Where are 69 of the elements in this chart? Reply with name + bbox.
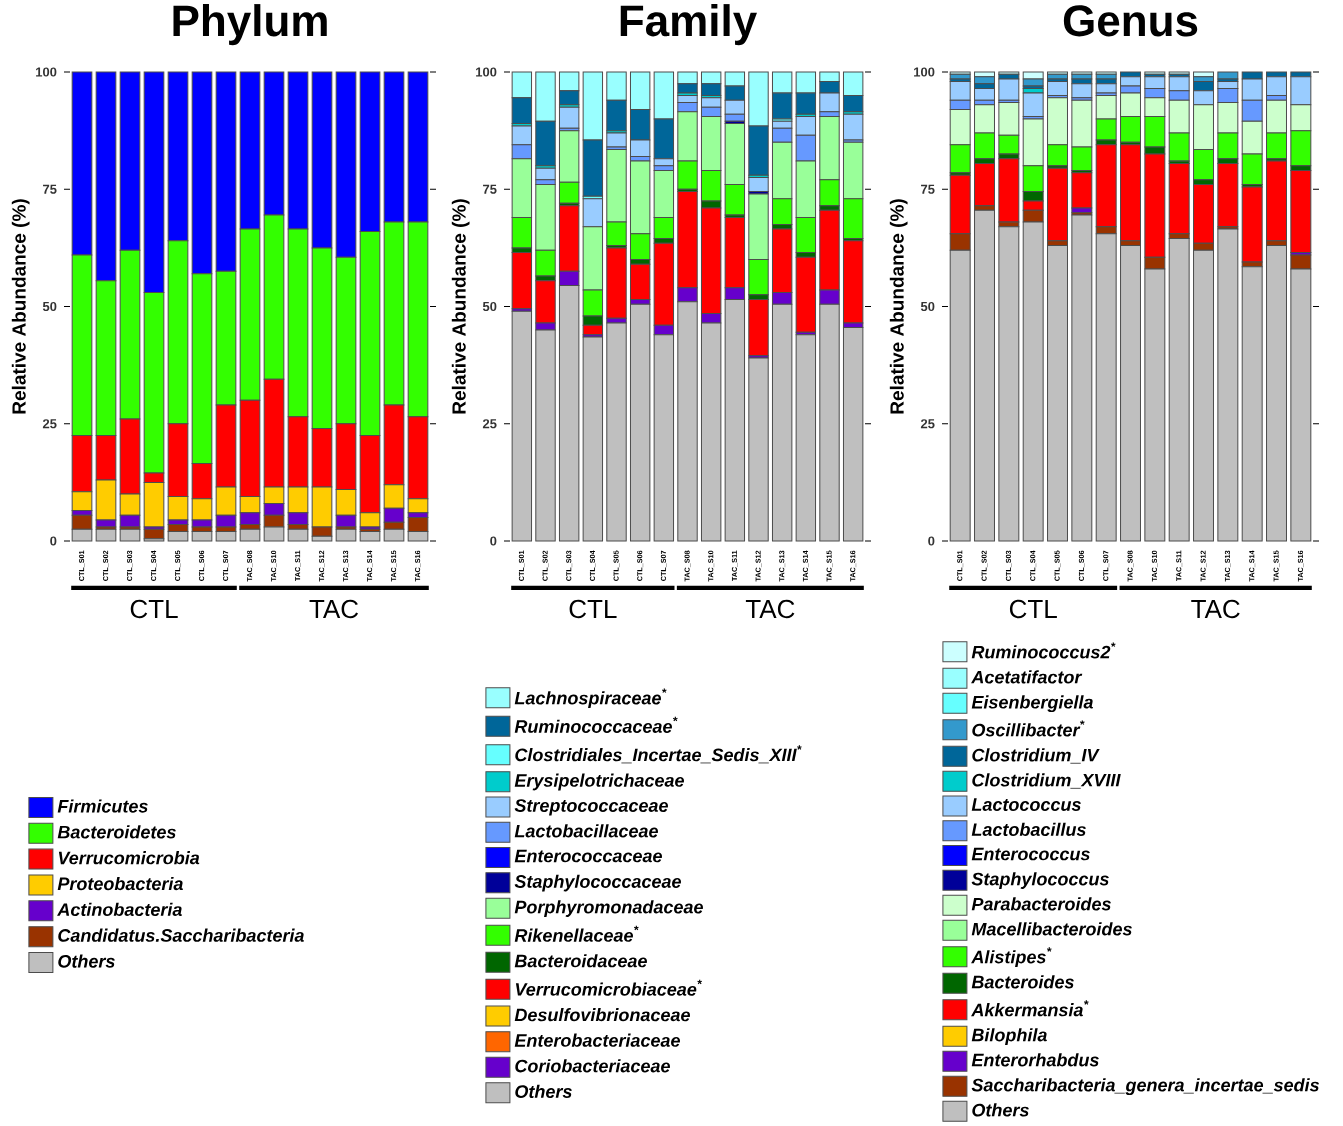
legend-label: Bacteroidetes	[57, 825, 176, 839]
legend-label: Desulfovibrionaceae	[514, 1008, 690, 1022]
y-axis-title: Relative Abundance (%)	[11, 199, 30, 414]
legend-label: Others	[58, 954, 115, 968]
y-tick-label: 50	[482, 301, 497, 312]
legend-label: Enterococcus	[971, 847, 1090, 861]
y-tick-label: 100	[476, 67, 497, 77]
legend-label: Rikenellaceae$^{*}$	[514, 925, 639, 942]
y-tick-label: 75	[43, 184, 57, 194]
y-tick-label: 50	[920, 301, 935, 312]
y-tick-label: 0	[928, 536, 935, 546]
legend-label: Actinobacteria	[57, 902, 182, 917]
legend-label: Enterobacteriaceae	[514, 1033, 680, 1047]
legend-label: Lactobacillus	[971, 822, 1086, 836]
legend-label: Staphylococcus	[971, 872, 1109, 889]
legend-label: Bacteroidaceae	[514, 954, 647, 968]
chart-title: Family	[620, 4, 757, 46]
legend-label: Verrucomicrobia	[58, 851, 200, 865]
legend-label: Ruminococcaceae$^{*}$	[514, 716, 678, 733]
legend-label: Acetatifactor	[971, 670, 1083, 684]
legend-label: Proteobacteria	[57, 876, 183, 891]
y-tick-label: 100	[914, 67, 935, 77]
legend-label: Akkermansia$^{*}$	[971, 1000, 1089, 1017]
y-tick-label: 100	[36, 67, 57, 77]
y-axis-title: Relative Abundance (%)	[889, 199, 908, 414]
y-tick-label: 75	[921, 184, 935, 194]
legend-label: Streptococcaceae	[514, 799, 668, 816]
legend-label: Clostridiales_Incertae_Sedis_XIII$^{*}$	[515, 745, 802, 764]
y-tick-label: 50	[42, 301, 57, 312]
legend-label: Lactococcus	[971, 798, 1081, 811]
legend-label: Lactobacillaceae	[514, 824, 658, 838]
y-tick-label: 0	[490, 536, 497, 546]
y-tick-label: 25	[920, 419, 935, 429]
legend-label: Saccharibacteria_genera_incertae_sedis	[971, 1078, 1319, 1096]
legend-label: Enterorhabdus	[971, 1053, 1099, 1067]
chart-title: Phylum	[173, 4, 327, 46]
legend-label: Oscillibacter$^{*}$	[972, 720, 1085, 737]
text: CTL	[130, 599, 178, 619]
y-tick-label: 0	[50, 536, 57, 546]
legend-label: Coriobacteriaceae	[515, 1059, 670, 1073]
legend-label: Eisenbergiella	[971, 695, 1093, 713]
legend-label: Alistipes$^{*}$	[971, 947, 1052, 967]
legend-label: Clostridium_XVIII	[972, 773, 1121, 789]
legend-label: Bacteroides	[971, 975, 1074, 989]
y-tick-label: 25	[42, 419, 57, 429]
text: TAC	[745, 599, 795, 619]
text: CTL	[1009, 599, 1057, 619]
y-tick-label: 25	[482, 419, 497, 429]
legend-label: Clostridium_IV	[972, 748, 1100, 764]
legend-label: Others	[972, 1103, 1029, 1117]
legend-label: Candidatus.Saccharibacteria	[58, 928, 304, 942]
y-tick-label: 75	[483, 184, 497, 194]
legend-label: Enterococcaceae	[514, 849, 662, 863]
text: CTL	[569, 599, 617, 619]
legend-label: Parabacteroides	[971, 897, 1111, 911]
text: TAC	[309, 599, 359, 619]
text: TAC	[1191, 599, 1240, 619]
legend-label: Macellibacteroides	[971, 922, 1132, 936]
chart-title: Genus	[1063, 5, 1198, 37]
legend-label: Bilophila	[971, 1028, 1047, 1045]
legend-label: Staphylococcaceae	[514, 874, 681, 892]
legend-label: Porphyromonadaceae	[514, 900, 703, 917]
legend-label: Lachnospiraceae$^{*}$	[514, 688, 667, 709]
legend-label: Verrucomicrobiaceae$^{*}$	[515, 979, 702, 996]
legend-label: Others	[515, 1084, 572, 1098]
legend-label: Ruminococcus2$^{*}$	[971, 642, 1116, 659]
legend-label: Firmicutes	[57, 799, 148, 813]
legend-label: Erysipelotrichaceae	[514, 773, 684, 791]
y-axis-title: Relative Abundance (%)	[451, 199, 470, 414]
